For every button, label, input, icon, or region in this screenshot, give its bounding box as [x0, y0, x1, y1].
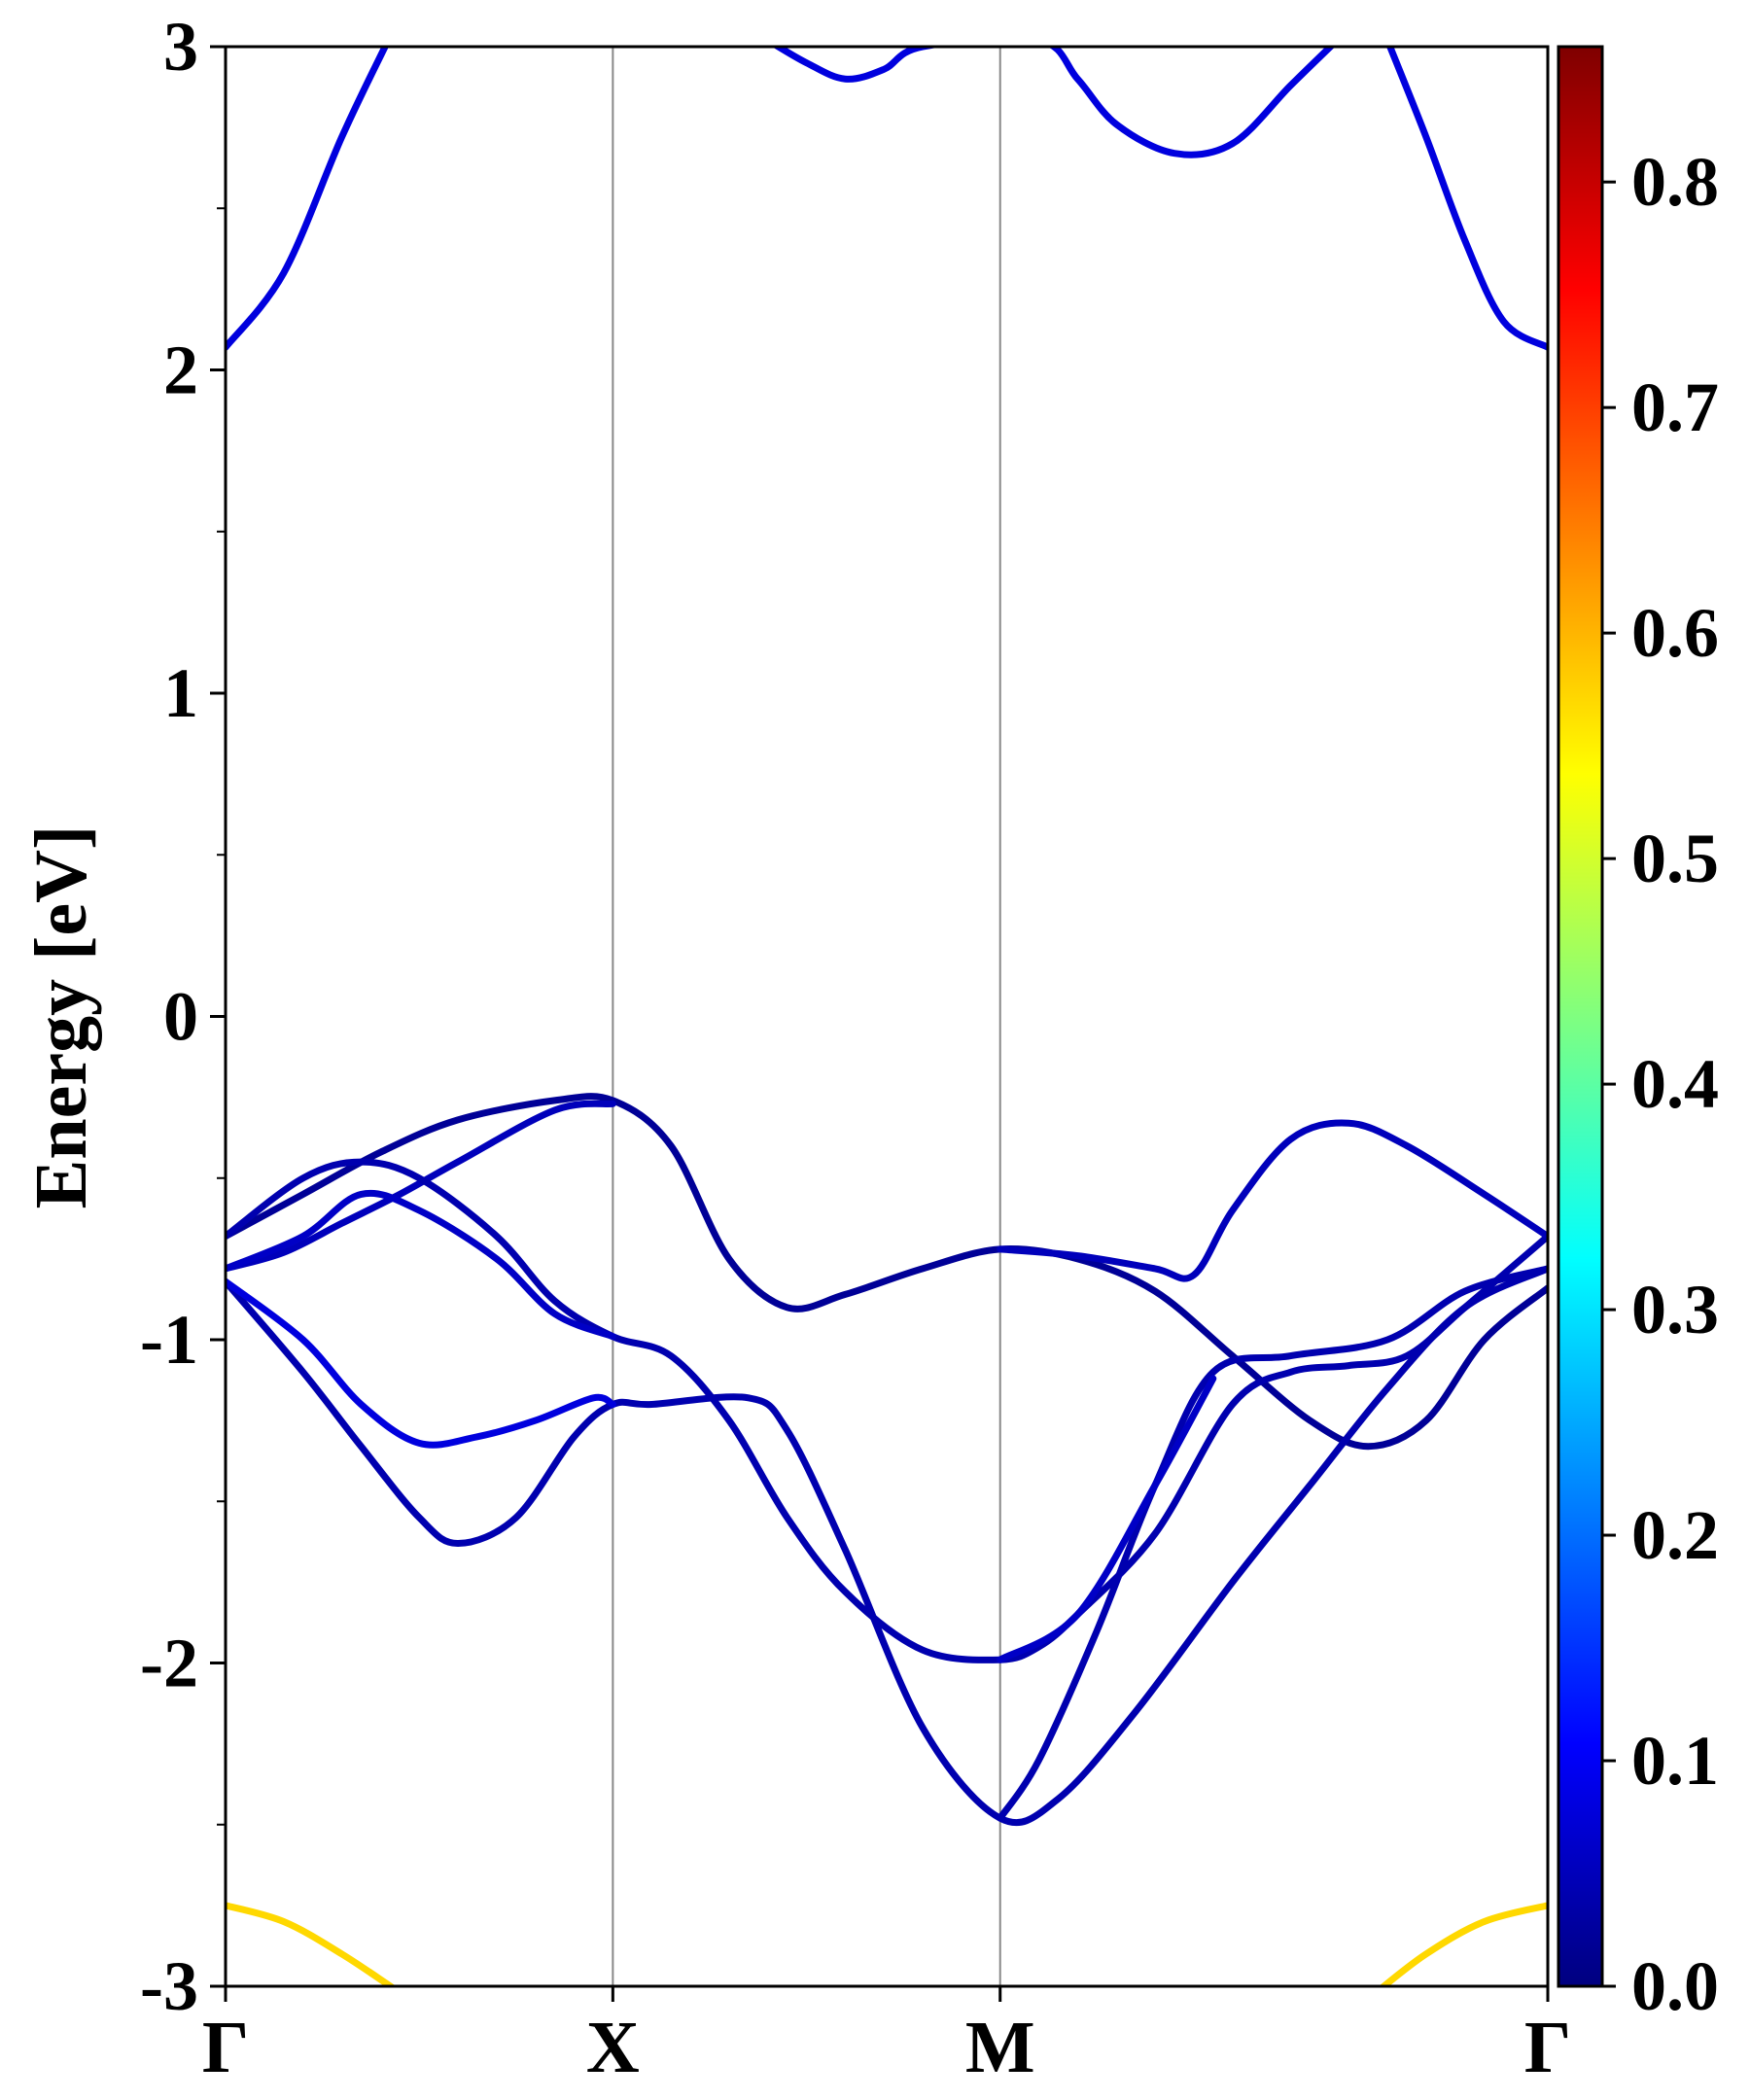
band-line: [226, 1265, 1548, 1827]
colorbar-tick-label: 0.8: [1631, 143, 1719, 221]
y-tick-label: 1: [163, 654, 198, 732]
colorbar-tick-label: 0.6: [1631, 594, 1719, 672]
band-line: [1378, 1902, 1548, 1986]
band-line: [226, 1100, 616, 1273]
band-line: [226, 47, 389, 351]
colorbar-tick-label: 0.5: [1631, 820, 1719, 897]
colorbar-tick-label: 0.0: [1631, 1947, 1719, 2025]
x-tick-label: Γ: [202, 2007, 249, 2088]
band-line: [226, 1902, 397, 1986]
band-line: [226, 1278, 616, 1449]
y-tick-label: 2: [163, 332, 198, 409]
plot-area: 3 2 1 0 -1 -2 -3 Γ X M Γ: [140, 8, 1571, 2088]
band-line: [226, 1158, 1548, 1663]
y-axis-title: Energy [eV]: [20, 825, 102, 1209]
band-line: [226, 1189, 616, 1341]
y-tick-label: 3: [163, 8, 198, 86]
y-axis-ticks: 3 2 1 0 -1 -2 -3: [140, 8, 226, 2025]
colorbar-tick-label: 0.4: [1631, 1045, 1719, 1123]
colorbar-tick-label: 0.2: [1631, 1496, 1719, 1574]
band-line: [997, 1265, 1548, 1822]
band-line: [226, 1093, 1548, 1451]
colorbar-gradient: [1557, 45, 1604, 1988]
plot-frame: [224, 45, 1550, 1988]
band-line: [997, 1375, 1217, 1663]
band-line: [997, 1119, 1548, 1282]
colorbar-ticks: 0.0 0.1 0.2 0.3 0.4 0.5 0.6 0.7 0.8: [1602, 143, 1719, 2025]
y-tick-label: -3: [140, 1947, 198, 2025]
band-line: [771, 47, 1336, 158]
y-tick-label: -1: [140, 1301, 198, 1379]
colorbar: 0.0 0.1 0.2 0.3 0.4 0.5 0.6 0.7 0.8: [1557, 45, 1719, 2025]
colorbar-tick-label: 0.1: [1631, 1722, 1719, 1800]
colorbar-tick-label: 0.3: [1631, 1271, 1719, 1348]
x-tick-label: Γ: [1524, 2007, 1571, 2088]
x-tick-label: M: [965, 2007, 1035, 2088]
band-lines: [226, 47, 1548, 1986]
band-line: [1385, 47, 1548, 351]
y-tick-label: -2: [140, 1625, 198, 1702]
high-symmetry-lines: [612, 47, 1001, 1986]
x-tick-label: X: [586, 2007, 640, 2088]
y-tick-label: 0: [163, 978, 198, 1056]
colorbar-tick-label: 0.7: [1631, 368, 1719, 446]
